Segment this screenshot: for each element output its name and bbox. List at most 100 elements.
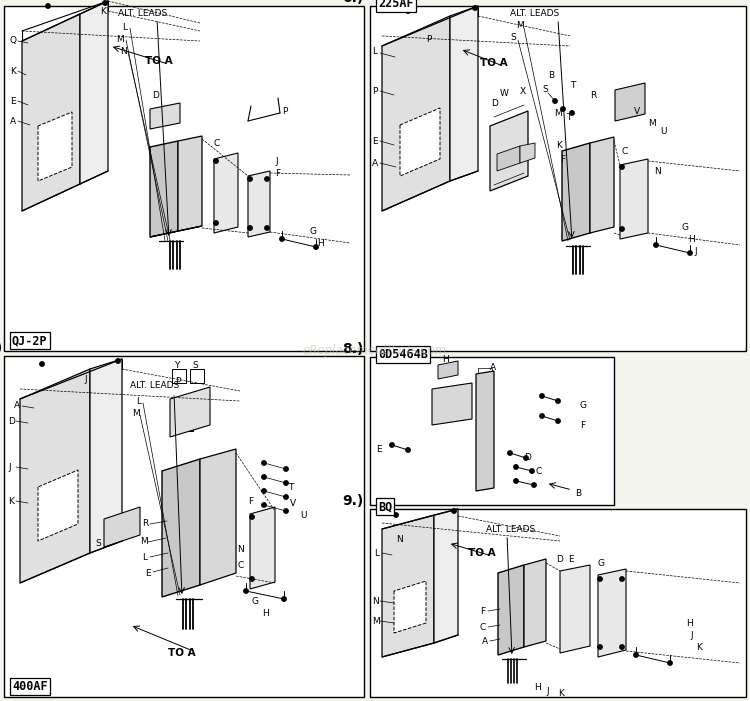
Polygon shape (434, 509, 458, 643)
Circle shape (688, 251, 692, 255)
Text: A: A (10, 116, 16, 125)
Polygon shape (150, 226, 202, 237)
Polygon shape (524, 559, 546, 647)
Circle shape (40, 362, 44, 366)
Text: V: V (290, 498, 296, 508)
Circle shape (598, 577, 602, 581)
Circle shape (620, 227, 624, 231)
Circle shape (116, 359, 120, 363)
Bar (526, 587, 542, 629)
Circle shape (262, 503, 266, 508)
Bar (370, 357, 614, 505)
Bar (478, 404, 492, 412)
Text: L: L (136, 397, 141, 405)
Polygon shape (38, 112, 72, 181)
Circle shape (654, 243, 658, 247)
Text: K: K (10, 67, 16, 76)
Text: G: G (580, 400, 587, 409)
Text: G: G (252, 597, 259, 606)
Text: TO A: TO A (468, 548, 496, 558)
Text: L: L (372, 46, 377, 55)
Text: H: H (317, 238, 324, 247)
Circle shape (598, 645, 602, 649)
Polygon shape (38, 470, 78, 541)
Text: L: L (374, 548, 379, 557)
Text: G: G (682, 222, 689, 231)
Circle shape (620, 645, 624, 649)
Text: Q: Q (10, 36, 17, 46)
Polygon shape (80, 1, 108, 184)
Text: C: C (213, 139, 219, 147)
Text: G: G (598, 559, 605, 568)
Text: Y: Y (174, 360, 179, 369)
Polygon shape (590, 137, 614, 233)
Polygon shape (598, 569, 626, 657)
Circle shape (284, 467, 288, 471)
Polygon shape (22, 14, 80, 211)
Polygon shape (562, 143, 590, 241)
Circle shape (406, 9, 410, 13)
Text: S: S (542, 85, 548, 93)
Text: J: J (84, 374, 86, 383)
Text: T: T (288, 482, 293, 491)
Circle shape (284, 481, 288, 485)
Text: N: N (654, 167, 661, 175)
Text: ALT. LEADS: ALT. LEADS (118, 8, 167, 18)
Text: M: M (140, 536, 148, 545)
Circle shape (284, 495, 288, 499)
Bar (202, 491, 230, 561)
Text: TO A: TO A (168, 648, 196, 658)
Polygon shape (214, 153, 238, 233)
Text: F: F (275, 170, 280, 179)
Text: D: D (152, 92, 159, 100)
Polygon shape (560, 565, 590, 653)
Circle shape (103, 1, 107, 5)
Circle shape (668, 661, 672, 665)
Polygon shape (394, 581, 426, 633)
Text: L: L (142, 552, 147, 562)
Text: E: E (10, 97, 16, 105)
Text: 5.): 5.) (0, 0, 2, 5)
Circle shape (514, 465, 518, 469)
Circle shape (540, 394, 544, 398)
Text: J: J (546, 686, 548, 695)
Text: 6.): 6.) (342, 0, 363, 5)
Bar (436, 404, 450, 418)
Text: C: C (622, 147, 628, 156)
Text: D: D (556, 554, 562, 564)
Circle shape (472, 6, 477, 11)
Text: TO A: TO A (145, 56, 172, 66)
Bar (478, 440, 492, 448)
Text: G: G (310, 226, 317, 236)
Text: J: J (690, 630, 693, 639)
Text: W: W (500, 90, 508, 99)
Text: E: E (145, 569, 151, 578)
Bar (370, 509, 746, 697)
Polygon shape (450, 6, 478, 181)
Circle shape (250, 515, 254, 519)
Text: A: A (14, 400, 20, 409)
Polygon shape (20, 369, 90, 583)
Text: J: J (694, 247, 697, 255)
Text: B: B (575, 489, 581, 498)
Circle shape (634, 653, 638, 658)
Polygon shape (170, 387, 210, 437)
Circle shape (540, 414, 544, 418)
Text: F: F (248, 496, 253, 505)
Text: BQ: BQ (378, 500, 392, 513)
Circle shape (390, 443, 394, 447)
Text: J: J (8, 463, 10, 472)
Text: M: M (554, 109, 562, 118)
Circle shape (280, 237, 284, 241)
Text: K: K (558, 688, 564, 697)
Text: H: H (262, 608, 268, 618)
Bar (173, 411, 193, 431)
Polygon shape (250, 507, 275, 589)
Polygon shape (162, 459, 200, 597)
Polygon shape (178, 136, 202, 231)
Circle shape (250, 577, 254, 581)
Text: D: D (8, 416, 15, 426)
Text: F: F (580, 421, 585, 430)
Text: R: R (142, 519, 148, 527)
Bar (478, 392, 492, 400)
